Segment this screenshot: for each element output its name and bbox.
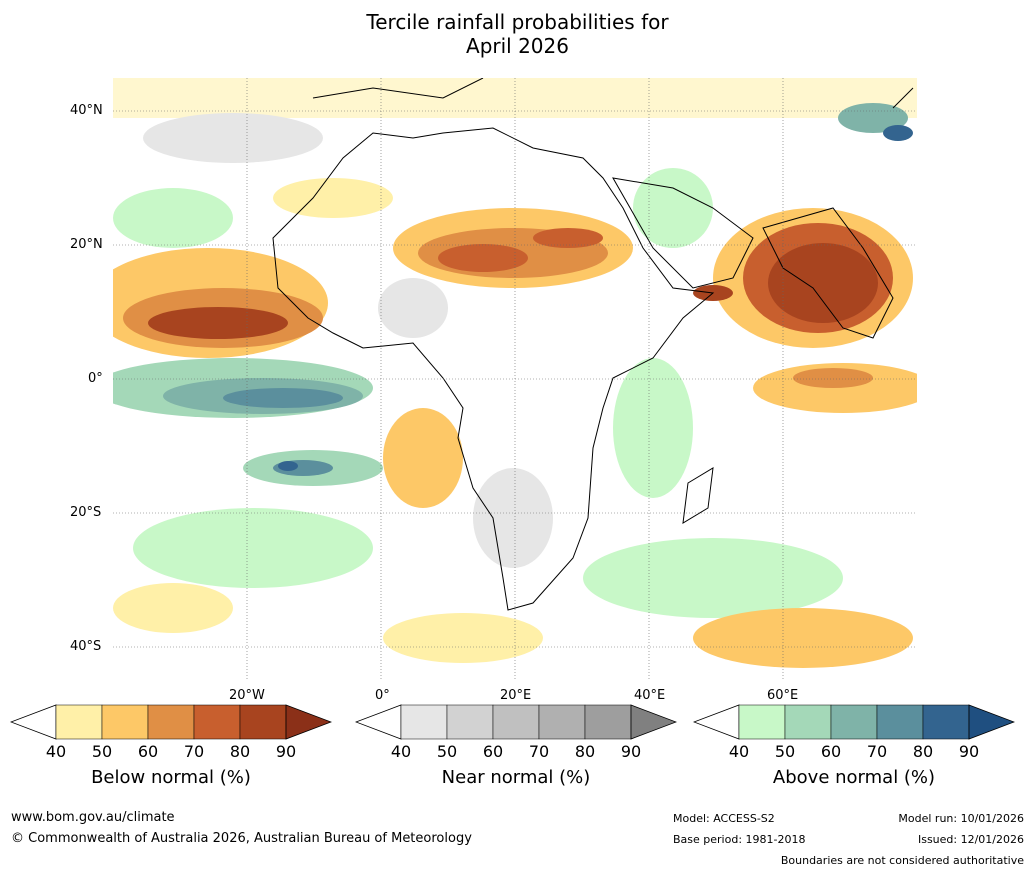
lat-label-20n: 20°N bbox=[70, 237, 103, 252]
cb-below-tick: 40 bbox=[45, 742, 67, 761]
cb-below-swatch-3 bbox=[147, 704, 195, 740]
cb-above-tick: 60 bbox=[820, 742, 842, 761]
cb-below-tick: 60 bbox=[137, 742, 159, 761]
lat-label-40s: 40°S bbox=[70, 639, 102, 654]
footer-model-run: Model run: 10/01/2026 bbox=[898, 812, 1024, 825]
cb-below-tick: 80 bbox=[229, 742, 251, 761]
cb-below-swatch-1 bbox=[55, 704, 103, 740]
chart-title: Tercile rainfall probabilities for April… bbox=[0, 10, 1035, 58]
cb-below-swatch-5 bbox=[239, 704, 287, 740]
cb-below-tick: 50 bbox=[91, 742, 113, 761]
colorbar-below-normal bbox=[10, 704, 332, 740]
lon-label-0: 0° bbox=[375, 688, 390, 703]
cb-below-tick: 70 bbox=[183, 742, 205, 761]
cb-above-extend bbox=[968, 704, 1015, 740]
cb-near-tick: 80 bbox=[574, 742, 596, 761]
cb-near-tick: 90 bbox=[620, 742, 642, 761]
cb-near-extend bbox=[630, 704, 677, 740]
title-line-1: Tercile rainfall probabilities for bbox=[366, 10, 669, 34]
footer-base-period: Base period: 1981-2018 bbox=[673, 833, 806, 846]
footer-disclaimer: Boundaries are not considered authoritat… bbox=[780, 854, 1024, 867]
colorbar-near-normal bbox=[355, 704, 677, 740]
cb-near-tick: 60 bbox=[482, 742, 504, 761]
footer-issued: Issued: 12/01/2026 bbox=[917, 833, 1024, 846]
cb-above-tick: 40 bbox=[728, 742, 750, 761]
cb-above-swatch-4 bbox=[876, 704, 924, 740]
cb-above-tick: 70 bbox=[866, 742, 888, 761]
lat-label-0: 0° bbox=[88, 371, 103, 386]
colorbar-above-normal bbox=[693, 704, 1015, 740]
footer-copyright: © Commonwealth of Australia 2026, Austra… bbox=[11, 831, 472, 846]
coastlines bbox=[272, 78, 914, 611]
lat-label-20s: 20°S bbox=[70, 505, 102, 520]
cb-near-tick: 40 bbox=[390, 742, 412, 761]
footer-model: Model: ACCESS-S2 bbox=[673, 812, 775, 825]
title-line-2: April 2026 bbox=[466, 34, 569, 58]
cb-below-tick: 90 bbox=[275, 742, 297, 761]
lon-label-20w: 20°W bbox=[229, 688, 265, 703]
cb-above-tick: 50 bbox=[774, 742, 796, 761]
cb-above-swatch-2 bbox=[784, 704, 832, 740]
lon-label-40e: 40°E bbox=[634, 688, 666, 703]
cb-above-swatch-3 bbox=[830, 704, 878, 740]
colorbar-label-below: Below normal (%) bbox=[91, 767, 251, 788]
cb-near-swatch-1 bbox=[400, 704, 448, 740]
cb-near-swatch-2 bbox=[446, 704, 494, 740]
lat-label-40n: 40°N bbox=[70, 103, 103, 118]
cb-near-swatch-5 bbox=[584, 704, 632, 740]
rainfall-probability-map bbox=[113, 78, 917, 681]
cb-near-tick: 50 bbox=[436, 742, 458, 761]
colorbar-label-above: Above normal (%) bbox=[772, 767, 936, 788]
cb-above-tick: 80 bbox=[912, 742, 934, 761]
graticule bbox=[113, 78, 917, 681]
cb-near-tick: 70 bbox=[528, 742, 550, 761]
cb-below-swatch-2 bbox=[101, 704, 149, 740]
cb-near-swatch-4 bbox=[538, 704, 586, 740]
cb-near-swatch-3 bbox=[492, 704, 540, 740]
lon-label-60e: 60°E bbox=[767, 688, 799, 703]
lon-label-20e: 20°E bbox=[500, 688, 532, 703]
footer-website[interactable]: www.bom.gov.au/climate bbox=[11, 810, 175, 825]
cb-above-swatch-1 bbox=[738, 704, 786, 740]
cb-below-swatch-4 bbox=[193, 704, 241, 740]
cb-above-tick: 90 bbox=[958, 742, 980, 761]
cb-below-extend bbox=[285, 704, 332, 740]
colorbar-label-near: Near normal (%) bbox=[441, 767, 591, 788]
cb-above-swatch-5 bbox=[922, 704, 970, 740]
